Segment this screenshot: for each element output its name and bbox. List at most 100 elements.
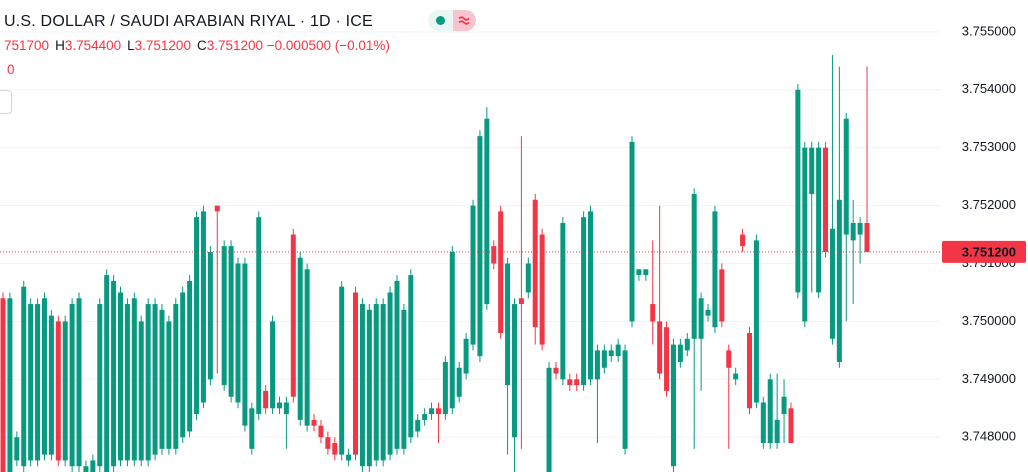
candle-body: [194, 217, 200, 415]
candle-body: [456, 367, 462, 397]
candle-body: [843, 118, 849, 235]
candle-body: [850, 222, 856, 241]
candle-body: [491, 246, 497, 264]
candle-body: [346, 454, 352, 461]
candle-body: [41, 298, 47, 455]
candle-body: [719, 269, 725, 322]
candle-body: [0, 298, 6, 472]
collapse-button[interactable]: [0, 90, 12, 114]
candle-body: [304, 269, 310, 426]
candle-body: [422, 414, 428, 420]
candle-body: [138, 321, 144, 461]
candle-body: [518, 298, 524, 305]
delayed-data-icon[interactable]: [453, 10, 476, 31]
ohlc-key: L: [127, 38, 135, 53]
candle-body: [622, 350, 628, 449]
candle-body: [152, 304, 158, 455]
candle-body: [698, 298, 704, 339]
candle-body: [380, 304, 386, 461]
candle-body: [394, 280, 400, 449]
candle-body: [588, 211, 594, 380]
y-tick-label: 3.754000: [962, 81, 1016, 96]
candle-body: [83, 466, 89, 472]
candle-body: [159, 309, 165, 449]
candle-body: [35, 304, 41, 461]
candle-body: [753, 240, 759, 403]
ohlc-key: C: [196, 38, 207, 53]
symbol-title[interactable]: U.S. DOLLAR / SAUDI ARABIAN RIYAL · 1D ·…: [4, 13, 373, 30]
candle-body: [28, 304, 34, 461]
candle-body: [131, 298, 137, 461]
candle-body: [97, 304, 103, 467]
volume-value: 0: [7, 62, 15, 77]
candle-body: [55, 321, 61, 461]
candle-body: [76, 298, 82, 467]
candle-body: [560, 222, 566, 380]
candle-body: [124, 304, 130, 461]
candle-body: [263, 390, 269, 409]
wave-glyph: [458, 16, 470, 25]
ohlc-value: 3.751200: [206, 38, 264, 53]
candle-body: [235, 263, 241, 403]
candle-body: [228, 246, 234, 397]
candle-body: [332, 443, 338, 455]
candle-body: [684, 338, 690, 351]
candle-body: [7, 298, 13, 472]
candle-body: [629, 141, 635, 322]
wave-icon: [458, 16, 470, 25]
candle-body: [781, 396, 787, 415]
candle-body: [746, 333, 752, 409]
candle-body: [829, 228, 835, 339]
candle-body: [373, 304, 379, 461]
candle-body: [145, 304, 151, 461]
candle-body: [802, 147, 808, 322]
ohlc-value: 3.754400: [64, 38, 122, 53]
candle-body: [187, 280, 193, 432]
candle-body: [207, 251, 213, 380]
candle-body: [767, 379, 773, 444]
candle-body: [353, 292, 359, 455]
candle-body: [242, 263, 248, 426]
market-status-icon[interactable]: [436, 16, 445, 25]
candle-body: [677, 344, 683, 362]
candle-body: [670, 344, 676, 467]
candle-body: [546, 367, 552, 472]
y-tick-label: 3.755000: [962, 23, 1016, 38]
candle-body: [864, 222, 870, 252]
candle-body: [387, 292, 393, 455]
candle-body: [601, 350, 607, 368]
candle-body: [795, 89, 801, 293]
candle-body: [809, 147, 815, 195]
candle-body: [249, 408, 255, 449]
change-value: −0.000500 (−0.01%): [266, 38, 390, 53]
candle-body: [498, 211, 504, 334]
candle-body: [166, 321, 172, 449]
candle-body: [48, 315, 54, 455]
ohlc-values: 751700 H3.754400 L3.751200 C3.751200 −0.000…: [4, 34, 390, 58]
candle-body: [415, 419, 421, 432]
candle-body: [532, 199, 538, 328]
candle-body: [740, 234, 746, 247]
candle-body: [705, 309, 711, 316]
candle-body: [650, 304, 656, 322]
open-value: 751700: [4, 38, 50, 53]
candle-body: [484, 118, 490, 305]
candle-body: [463, 338, 469, 374]
candle-body: [62, 321, 68, 461]
candle-body: [366, 309, 372, 467]
candle-body: [180, 292, 186, 438]
candle-body: [712, 211, 718, 328]
candle-body: [283, 402, 289, 415]
candle-body: [608, 350, 614, 357]
candle-body: [657, 321, 663, 374]
candle-body: [21, 286, 27, 467]
candle-body: [297, 257, 303, 420]
candle-body: [429, 408, 435, 415]
candle-body: [449, 251, 455, 409]
y-tick-label: 3.752000: [962, 197, 1016, 212]
candle-body: [435, 408, 441, 415]
status-buttons[interactable]: [428, 10, 476, 31]
candle-body: [636, 269, 642, 276]
